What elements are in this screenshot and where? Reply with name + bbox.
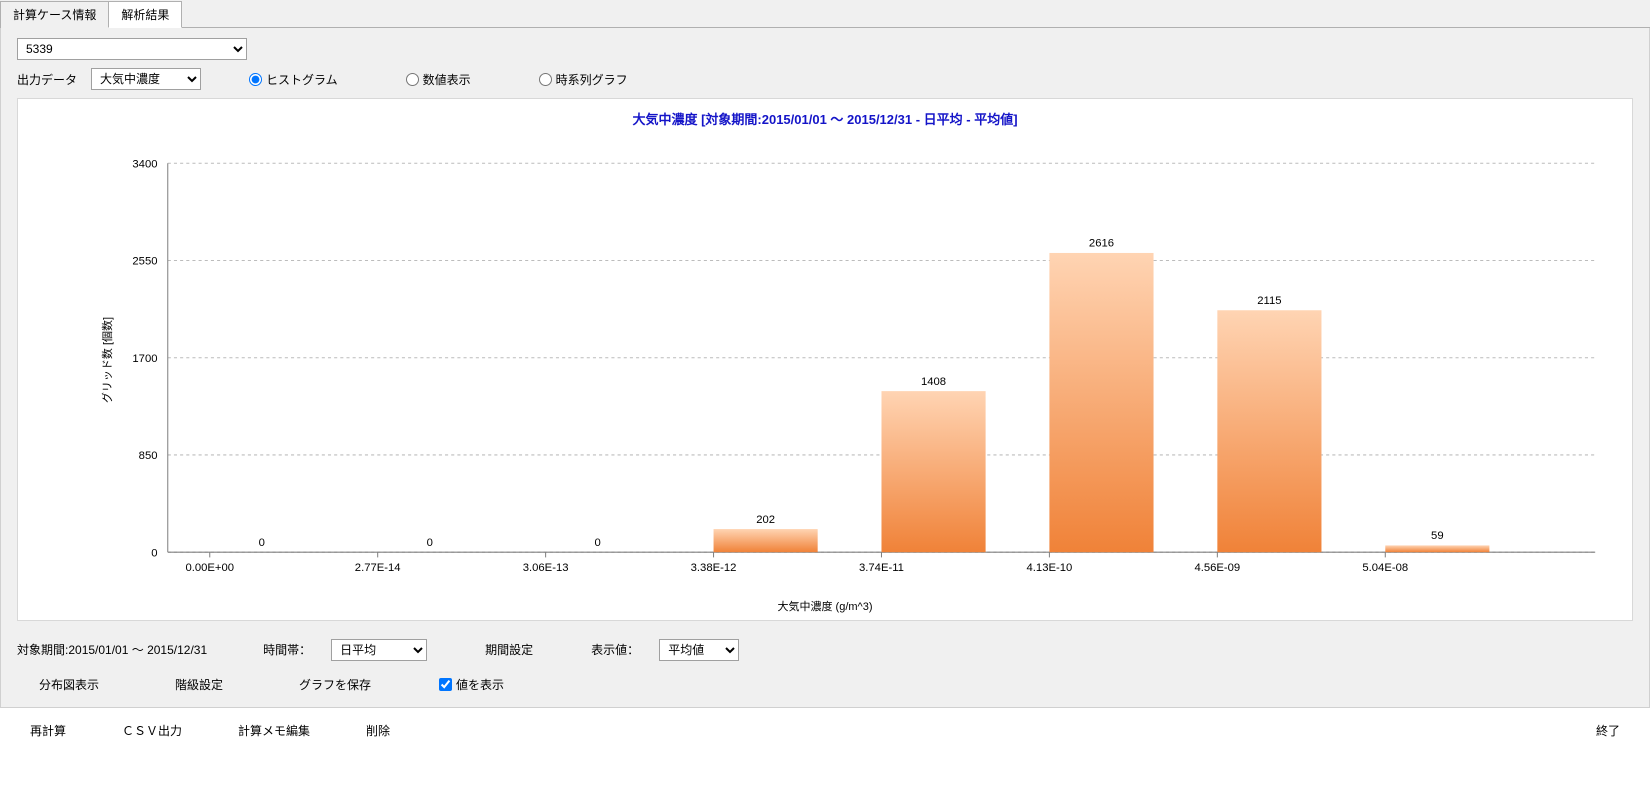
svg-text:3.74E-11: 3.74E-11 [859, 562, 904, 574]
svg-text:59: 59 [1431, 530, 1444, 542]
chart-svg: 0 850 1700 2550 3400 0 0.00E+00 0 2.77E-14 0 3.06E… [24, 134, 1626, 594]
svg-text:1700: 1700 [132, 353, 157, 365]
svg-text:2550: 2550 [132, 256, 157, 268]
case-select[interactable]: 5339 [17, 38, 247, 60]
chart-y-axis-label: グリッド数 [個数] [99, 316, 115, 402]
footer-bar: 再計算 ＣＳＶ出力 計算メモ編集 削除 終了 [0, 708, 1650, 753]
svg-text:0: 0 [259, 537, 265, 549]
view-mode-histogram-radio[interactable] [249, 73, 262, 86]
view-mode-numeric-radio[interactable] [406, 73, 419, 86]
time-band-label: 時間帯： [263, 641, 311, 658]
chart-container: 大気中濃度 [対象期間:2015/01/01 ～ 2015/12/31 - 日平… [17, 98, 1633, 621]
display-value-select[interactable]: 平均値 [659, 639, 739, 661]
show-values-checkbox-label[interactable]: 値を表示 [439, 676, 504, 693]
output-data-select[interactable]: 大気中濃度 [91, 68, 201, 90]
svg-text:0: 0 [151, 547, 157, 559]
svg-text:2.77E-14: 2.77E-14 [355, 562, 401, 574]
class-settings-button[interactable]: 階級設定 [167, 672, 231, 697]
svg-text:0: 0 [595, 537, 601, 549]
tab-bar: 計算ケース情報 解析結果 [0, 0, 1650, 28]
memo-edit-button[interactable]: 計算メモ編集 [230, 718, 318, 743]
svg-text:1408: 1408 [921, 376, 946, 388]
svg-text:3400: 3400 [132, 158, 157, 170]
distribution-button[interactable]: 分布図表示 [31, 672, 107, 697]
svg-text:850: 850 [139, 450, 158, 462]
view-mode-timeseries[interactable]: 時系列グラフ [539, 71, 628, 88]
svg-text:202: 202 [756, 514, 775, 526]
bottom-controls-row1: 対象期間:2015/01/01 ～ 2015/12/31 時間帯： 日平均 期間… [17, 637, 1633, 662]
recompute-button[interactable]: 再計算 [22, 718, 74, 743]
save-graph-button[interactable]: グラフを保存 [291, 672, 379, 697]
tab-case-info[interactable]: 計算ケース情報 [0, 1, 109, 28]
view-mode-timeseries-radio[interactable] [539, 73, 552, 86]
bottom-controls-row2: 分布図表示 階級設定 グラフを保存 値を表示 [17, 672, 1633, 697]
time-band-select[interactable]: 日平均 [331, 639, 427, 661]
svg-text:0: 0 [427, 537, 433, 549]
show-values-checkbox[interactable] [439, 678, 452, 691]
main-panel: 5339 出力データ 大気中濃度 ヒストグラム 数値表示 時系列グラフ 大気中濃… [0, 28, 1650, 708]
svg-text:4.56E-09: 4.56E-09 [1194, 562, 1240, 574]
period-label: 対象期間:2015/01/01 ～ 2015/12/31 [17, 641, 207, 658]
svg-text:3.06E-13: 3.06E-13 [523, 562, 569, 574]
svg-text:2115: 2115 [1257, 295, 1281, 307]
svg-text:3.38E-12: 3.38E-12 [691, 562, 737, 574]
chart-title: 大気中濃度 [対象期間:2015/01/01 ～ 2015/12/31 - 日平… [24, 109, 1626, 128]
period-set-button[interactable]: 期間設定 [477, 637, 541, 662]
delete-button[interactable]: 削除 [358, 718, 398, 743]
display-value-label: 表示値： [591, 641, 639, 658]
svg-text:0.00E+00: 0.00E+00 [185, 562, 234, 574]
svg-text:5.04E-08: 5.04E-08 [1362, 562, 1408, 574]
exit-button[interactable]: 終了 [1588, 718, 1628, 743]
tab-analysis-result[interactable]: 解析結果 [108, 1, 182, 28]
svg-text:2616: 2616 [1089, 238, 1114, 250]
chart-x-axis-label: 大気中濃度 (g/m^3) [24, 598, 1626, 614]
view-mode-numeric[interactable]: 数値表示 [406, 71, 471, 88]
view-mode-histogram[interactable]: ヒストグラム [249, 71, 338, 88]
csv-output-button[interactable]: ＣＳＶ出力 [114, 718, 190, 743]
svg-text:4.13E-10: 4.13E-10 [1027, 562, 1073, 574]
output-data-label: 出力データ [17, 71, 77, 88]
